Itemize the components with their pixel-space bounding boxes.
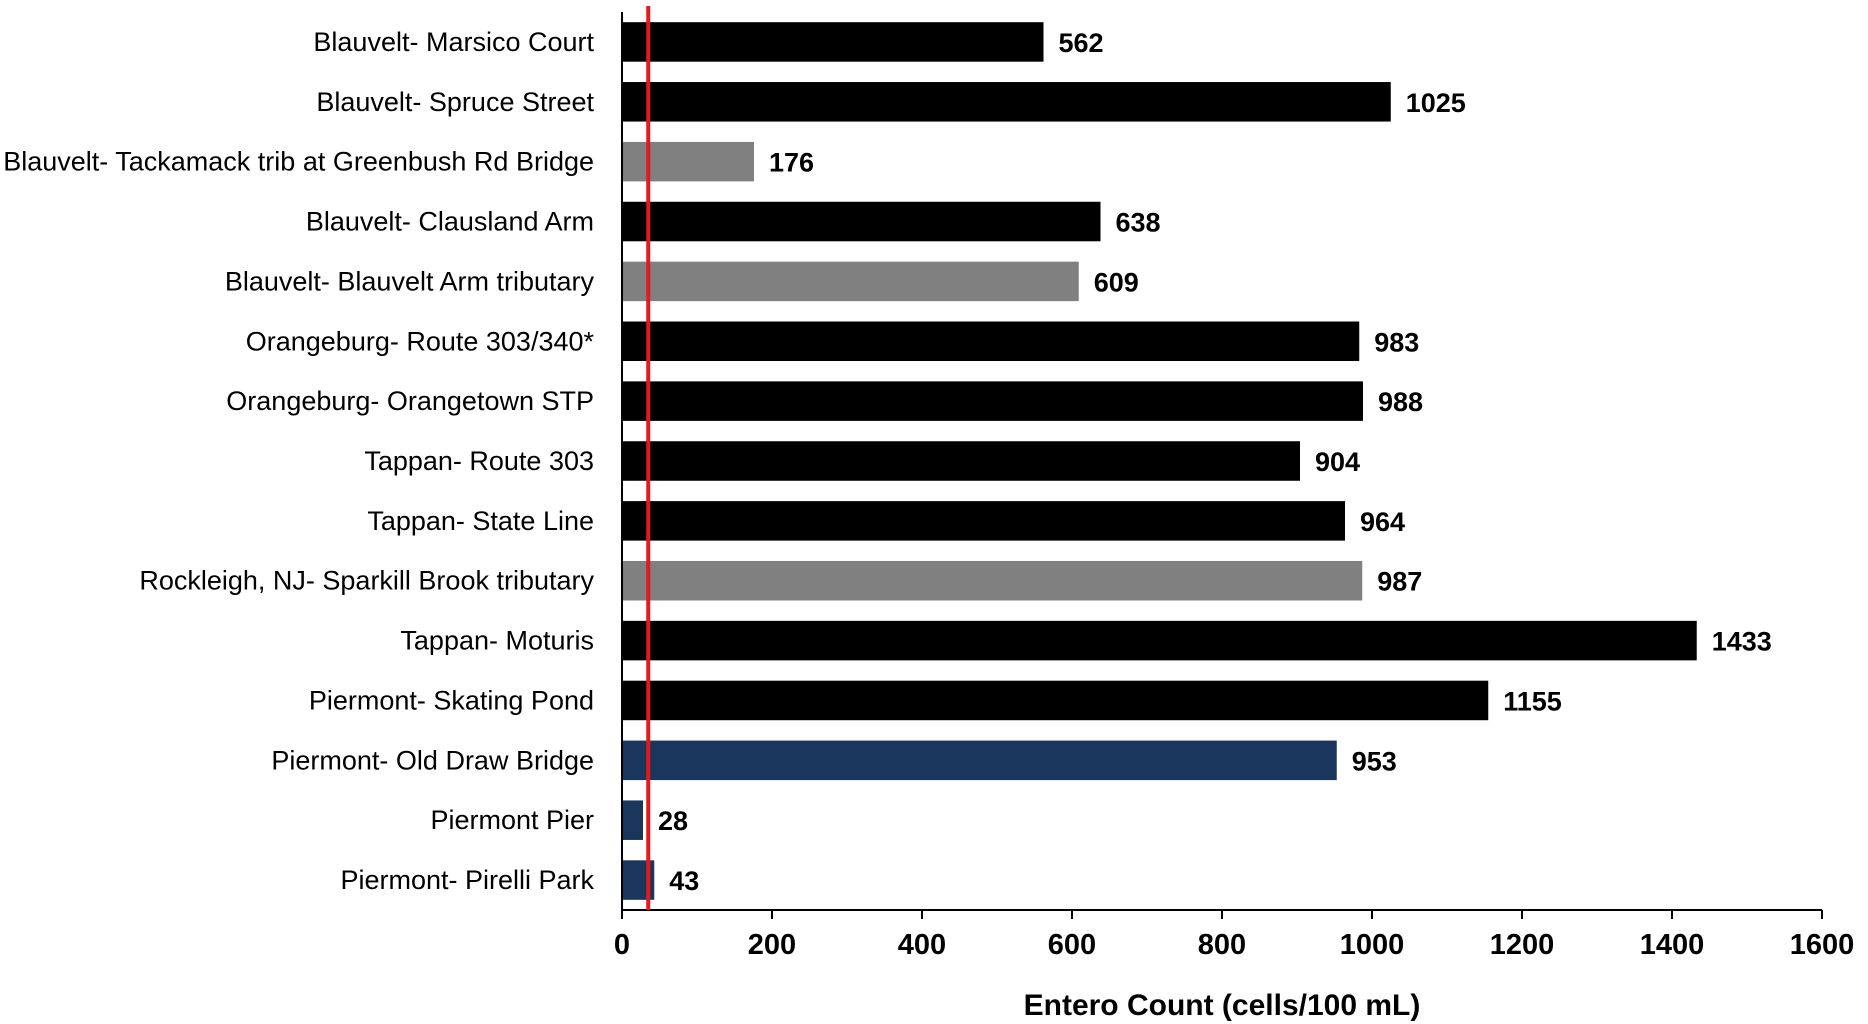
data-label: 609 — [1094, 267, 1139, 297]
x-tick-label: 1600 — [1790, 929, 1855, 961]
bar — [622, 560, 1363, 601]
category-label: Tappan- Moturis — [400, 626, 594, 656]
x-tick-label: 400 — [898, 929, 946, 961]
bar — [622, 740, 1337, 781]
x-tick-label: 0 — [614, 929, 630, 961]
bar — [622, 22, 1044, 62]
category-label: Blauvelt- Clausland Arm — [306, 207, 594, 237]
category-label: Piermont- Pirelli Park — [340, 865, 594, 895]
data-label: 987 — [1377, 567, 1422, 597]
category-label: Piermont- Old Draw Bridge — [271, 745, 594, 775]
labels-layer: Blauvelt- Marsico Court 562 Blauvelt- Spru… — [3, 27, 1772, 896]
data-label: 43 — [669, 866, 699, 896]
data-label: 638 — [1116, 208, 1161, 238]
category-label: Blauvelt- Marsico Court — [313, 27, 594, 57]
category-label: Orangeburg- Route 303/340* — [246, 326, 595, 356]
x-tick-label: 600 — [1048, 929, 1096, 961]
data-label: 1025 — [1406, 88, 1466, 118]
bar — [622, 261, 1079, 302]
data-label: 988 — [1378, 387, 1423, 417]
data-label: 964 — [1360, 507, 1405, 537]
category-label: Piermont Pier — [430, 805, 594, 835]
x-tick-label: 1200 — [1490, 929, 1555, 961]
data-label: 562 — [1059, 28, 1104, 58]
category-label: Piermont- Skating Pond — [309, 685, 594, 715]
bar — [622, 501, 1345, 541]
x-tick-label: 800 — [1198, 929, 1246, 961]
x-tick-label: 200 — [748, 929, 796, 961]
data-label: 1433 — [1712, 627, 1772, 657]
bar — [622, 620, 1697, 661]
bar — [622, 441, 1300, 481]
data-label: 983 — [1374, 327, 1419, 357]
data-label: 904 — [1315, 447, 1360, 477]
x-tick-label: 1400 — [1640, 929, 1705, 961]
bar — [622, 141, 754, 182]
bars-layer — [622, 22, 1697, 900]
data-label: 953 — [1352, 746, 1397, 776]
data-label: 1155 — [1503, 686, 1562, 716]
bar — [622, 82, 1391, 122]
category-label: Orangeburg- Orangetown STP — [226, 386, 594, 416]
category-label: Blauvelt- Spruce Street — [316, 87, 594, 117]
category-label: Blauvelt- Blauvelt Arm tributary — [225, 266, 595, 296]
bar — [622, 201, 1101, 242]
x-ticks-layer: 0 200 400 600 800 1000 1200 1400 1600 — [614, 910, 1854, 961]
bar — [622, 321, 1360, 362]
category-label: Tappan- Route 303 — [364, 446, 594, 476]
category-label: Tappan- State Line — [367, 506, 594, 536]
category-label: Blauvelt- Tackamack trib at Greenbush Rd… — [3, 147, 594, 177]
bar — [622, 680, 1489, 721]
bar — [622, 800, 643, 840]
category-label: Rockleigh, NJ- Sparkill Brook tributary — [139, 566, 594, 596]
data-label: 28 — [658, 806, 688, 836]
bar — [622, 381, 1363, 421]
x-axis-title: Entero Count (cells/100 mL) — [1024, 989, 1421, 1022]
x-tick-label: 1000 — [1340, 929, 1405, 961]
data-label: 176 — [769, 148, 814, 178]
